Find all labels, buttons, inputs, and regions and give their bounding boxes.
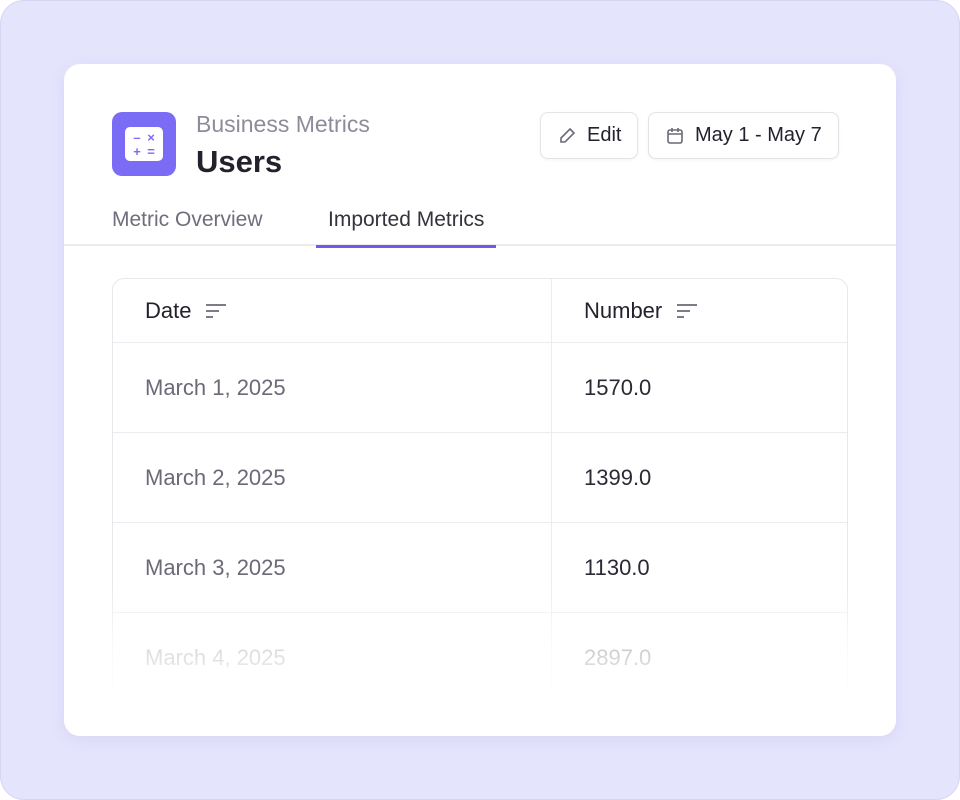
- date-cell: March 1, 2025: [113, 343, 552, 432]
- table-row: March 1, 2025 1570.0: [113, 343, 847, 433]
- date-cell: March 4, 2025: [113, 613, 552, 702]
- tab-bar: Metric Overview Imported Metrics: [64, 204, 896, 248]
- number-cell: 1399.0: [584, 464, 652, 490]
- page-subtitle: Business Metrics: [196, 111, 370, 137]
- number-cell: 1570.0: [584, 374, 652, 400]
- date-cell: March 3, 2025: [113, 523, 552, 612]
- pencil-icon: [560, 127, 576, 143]
- page-title: Users: [196, 144, 283, 179]
- table-row: March 2, 2025 1399.0: [113, 433, 847, 523]
- metric-card: – × + = Business Metrics Users Edit May 1 -…: [64, 64, 896, 736]
- calculator-icon: – × + =: [112, 112, 176, 176]
- date-range-label: May 1 - May 7: [695, 124, 822, 146]
- table-header: Date Number: [113, 279, 847, 343]
- metrics-table: Date Number March 1, 2025 1570.0 March 2,…: [112, 278, 848, 736]
- column-header-number[interactable]: Number: [552, 279, 847, 342]
- date-cell: March 2, 2025: [113, 433, 552, 522]
- number-cell: 1130.0: [584, 554, 650, 580]
- tab-metric-overview[interactable]: Metric Overview: [112, 208, 263, 231]
- tab-imported-metrics[interactable]: Imported Metrics: [316, 208, 497, 248]
- edit-button[interactable]: Edit: [540, 112, 639, 159]
- sort-icon[interactable]: [205, 302, 227, 320]
- date-range-button[interactable]: May 1 - May 7: [648, 112, 839, 159]
- number-cell: 2897.0: [584, 644, 652, 670]
- calendar-icon: [667, 127, 683, 144]
- column-header-date[interactable]: Date: [113, 279, 552, 342]
- table-row: March 4, 2025 2897.0: [113, 613, 847, 703]
- edit-label: Edit: [587, 124, 622, 146]
- sort-icon[interactable]: [676, 302, 698, 320]
- table-row: March 3, 2025 1130.0: [113, 523, 847, 613]
